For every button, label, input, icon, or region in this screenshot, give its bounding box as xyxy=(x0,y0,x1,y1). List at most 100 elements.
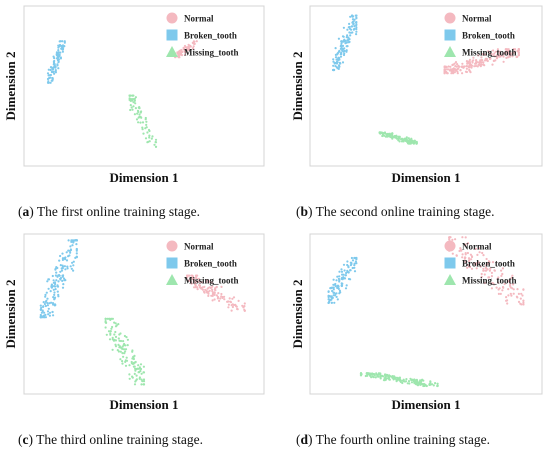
data-point xyxy=(62,283,65,286)
series-normal xyxy=(448,236,525,306)
data-point xyxy=(195,277,198,280)
data-point xyxy=(492,49,495,52)
data-point xyxy=(473,65,476,68)
legend: Normal Broken_tooth Missing_tooth xyxy=(444,240,517,286)
data-point xyxy=(47,74,50,77)
data-point xyxy=(461,62,464,65)
data-point xyxy=(199,280,202,283)
data-point xyxy=(213,288,217,291)
data-point xyxy=(482,61,485,64)
data-point xyxy=(104,320,107,323)
data-point xyxy=(118,339,121,342)
data-point xyxy=(137,121,140,124)
data-point xyxy=(345,49,348,52)
data-point xyxy=(121,352,124,355)
data-point xyxy=(461,72,464,75)
data-point xyxy=(142,365,145,368)
data-point xyxy=(191,274,194,277)
data-point xyxy=(349,261,352,264)
data-point xyxy=(327,298,330,301)
data-point xyxy=(336,284,339,287)
data-point xyxy=(59,270,62,273)
data-point xyxy=(350,25,354,28)
data-point xyxy=(59,276,63,280)
data-point xyxy=(182,48,185,51)
data-point xyxy=(47,313,50,316)
data-point xyxy=(355,21,358,24)
data-point xyxy=(477,54,480,57)
data-point xyxy=(404,139,407,142)
data-point xyxy=(109,333,112,336)
data-point xyxy=(353,270,357,273)
data-point xyxy=(46,304,50,307)
data-point xyxy=(341,61,345,64)
data-point xyxy=(57,46,60,49)
data-point xyxy=(338,279,341,282)
data-point xyxy=(340,270,344,273)
data-point xyxy=(117,337,120,340)
data-point xyxy=(41,309,44,312)
data-point xyxy=(51,285,54,288)
data-point xyxy=(521,294,524,297)
data-point xyxy=(57,280,60,283)
data-point xyxy=(500,269,503,272)
data-point xyxy=(211,285,214,288)
data-point xyxy=(504,48,507,51)
data-point xyxy=(206,291,209,294)
data-point xyxy=(199,286,202,289)
data-point xyxy=(419,379,422,382)
data-point xyxy=(71,244,74,247)
data-point xyxy=(520,292,523,295)
data-point xyxy=(196,286,199,289)
data-point xyxy=(56,51,59,54)
data-point xyxy=(496,50,499,53)
series-missing-tooth xyxy=(378,131,418,145)
data-point xyxy=(141,121,145,124)
data-point xyxy=(347,41,350,44)
data-point xyxy=(66,265,69,268)
legend-marker-triangle xyxy=(166,46,178,57)
data-point xyxy=(372,373,376,376)
data-point xyxy=(183,53,187,56)
data-point xyxy=(47,287,50,290)
data-point xyxy=(379,372,382,375)
data-point xyxy=(341,44,345,48)
data-point xyxy=(54,285,57,288)
data-point xyxy=(343,269,346,272)
data-point xyxy=(50,283,54,286)
data-point xyxy=(56,55,60,59)
data-point xyxy=(197,277,200,280)
data-point xyxy=(474,62,477,65)
data-point xyxy=(73,239,76,242)
data-point xyxy=(512,51,515,54)
data-point xyxy=(118,345,121,348)
data-point xyxy=(44,300,47,303)
data-point xyxy=(71,261,74,264)
y-axis-label: Dimension 2 xyxy=(3,52,18,121)
data-point xyxy=(43,302,47,306)
data-point xyxy=(134,380,137,383)
data-point xyxy=(138,113,141,116)
data-point xyxy=(39,308,42,311)
data-point xyxy=(191,47,195,50)
data-point xyxy=(333,62,336,65)
data-point xyxy=(223,295,226,298)
legend-marker-triangle xyxy=(444,274,456,285)
data-point xyxy=(232,296,236,299)
data-point xyxy=(340,44,343,47)
data-point xyxy=(390,375,393,378)
data-point xyxy=(519,302,522,305)
data-point xyxy=(230,309,233,312)
data-point xyxy=(355,28,358,31)
data-point xyxy=(75,252,78,255)
data-point xyxy=(369,374,372,377)
data-point xyxy=(516,296,519,299)
data-point xyxy=(350,256,353,260)
data-point xyxy=(457,64,460,67)
data-point xyxy=(220,292,223,296)
data-point xyxy=(213,298,216,301)
data-point xyxy=(346,28,349,31)
data-point xyxy=(114,322,117,325)
data-point xyxy=(63,265,66,268)
data-point xyxy=(335,58,338,61)
